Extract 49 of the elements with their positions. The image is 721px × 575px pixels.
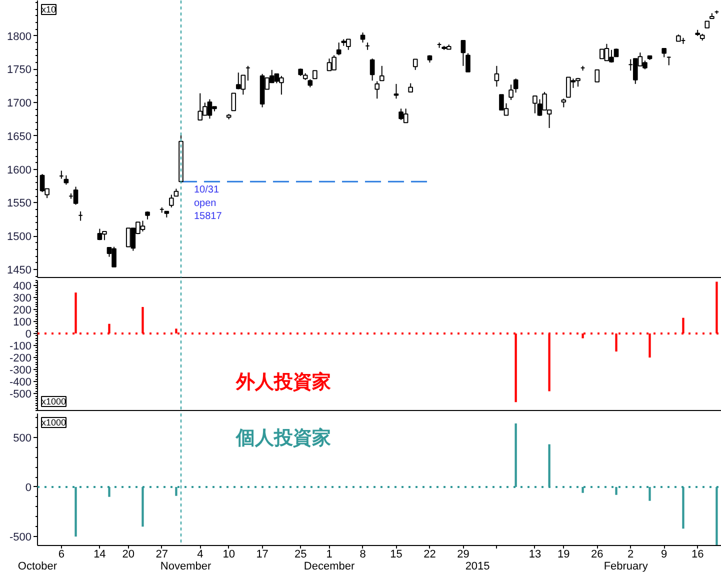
- x-tick-label: 9: [661, 548, 668, 560]
- y-tick-label: 1700: [7, 98, 32, 110]
- y-tick-label: 1650: [7, 130, 32, 143]
- y-tick-label: 200: [13, 304, 32, 316]
- text: 個人投資家: [234, 426, 331, 449]
- x-tick-label: 17: [256, 548, 268, 560]
- y-tick-label: -200: [9, 352, 32, 365]
- x-tick-label: 25: [294, 548, 307, 560]
- x-tick-label: 20: [122, 548, 135, 560]
- y-tick-label: 400: [13, 280, 32, 292]
- x-tick-label: 8: [360, 548, 366, 560]
- x2-tick-label: October: [18, 560, 58, 572]
- y-tick-label: 1550: [7, 198, 32, 210]
- x2-tick-label: 2015: [465, 560, 490, 572]
- text: 外人投資家: [234, 370, 331, 393]
- y-tick-label: 0: [25, 482, 32, 494]
- x2-tick-label: December: [304, 560, 355, 572]
- x-tick-label: 14: [94, 548, 106, 560]
- y-tick-label: 1450: [7, 264, 32, 276]
- y-tick-label: 300: [13, 292, 32, 304]
- x-tick-label: 29: [457, 548, 470, 560]
- y-tick-label: 1750: [7, 64, 32, 76]
- y-tick-label: -400: [9, 376, 32, 389]
- x-tick-label: 26: [591, 548, 604, 560]
- x-tick-label: 6: [58, 548, 64, 560]
- x-tick-label: 1: [326, 548, 332, 560]
- x2-tick-label: November: [160, 560, 212, 572]
- x-tick-label: 16: [691, 548, 704, 560]
- y-tick-label: 500: [13, 432, 32, 444]
- y-tick-label: 1800: [7, 30, 32, 43]
- x-tick-label: 10: [222, 548, 235, 560]
- x-tick-label: 19: [558, 548, 570, 560]
- y-tick-label: -100: [9, 340, 32, 352]
- y-tick-label: -500: [9, 388, 32, 401]
- x-tick-label: 15: [390, 548, 402, 560]
- y-tick-label: 0: [25, 328, 32, 340]
- x-tick-label: 2: [628, 548, 634, 560]
- y-axis-title: x10: [42, 4, 56, 14]
- x-tick-label: 22: [424, 548, 436, 560]
- y-tick-label: 1600: [7, 164, 32, 176]
- x-tick-label: 4: [197, 548, 204, 560]
- y-tick-label: -300: [9, 364, 32, 377]
- y-tick-label: 100: [13, 316, 32, 328]
- x-tick-label: 27: [156, 548, 168, 560]
- annotation: 10/31 open 15817: [194, 184, 222, 222]
- x-tick-label: 13: [528, 548, 542, 560]
- x2-tick-label: February: [604, 560, 648, 572]
- y-tick-label: -500: [9, 532, 32, 544]
- y-tick-label: 1500: [7, 231, 32, 244]
